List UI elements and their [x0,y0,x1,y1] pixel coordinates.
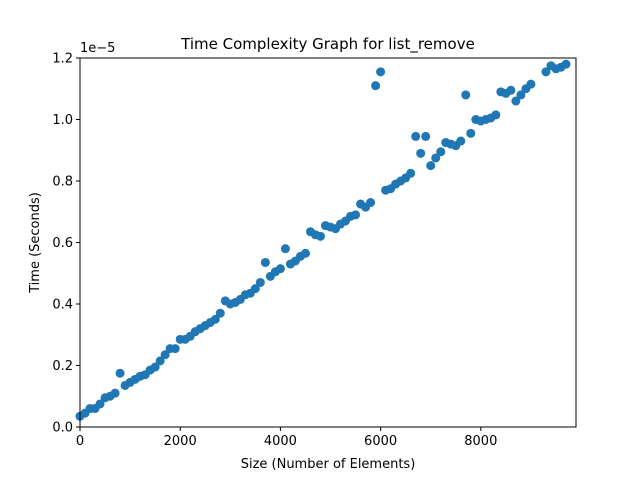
data-point [115,368,125,378]
data-point [456,136,466,146]
data-point [210,314,220,324]
data-point [150,362,160,372]
data-point [255,277,265,287]
data-point [215,308,225,318]
y-offset-label: 1e−5 [80,41,115,56]
data-point [506,85,516,95]
data-point [436,147,446,157]
y-axis-ticks: 0.0 0.2 0.4 0.6 0.8 1.0 1.2 [52,52,80,436]
x-axis-ticks: 0 2000 4000 6000 8000 [76,427,497,449]
data-point [491,110,501,120]
x-tick-label: 8000 [464,434,497,449]
data-point [411,131,421,141]
data-point [516,90,526,100]
data-point [511,96,521,106]
data-point [466,128,476,138]
data-point [95,399,105,409]
data-point [155,356,165,366]
data-points [75,59,571,421]
data-point [371,81,381,91]
data-point [541,67,551,77]
data-point [421,131,431,141]
data-point [250,284,260,294]
y-tick-label: 0.2 [52,359,73,374]
plot-frame [79,57,577,428]
y-tick-label: 0.6 [52,236,73,251]
data-point [431,153,441,163]
data-point [561,59,571,69]
data-point [260,257,270,267]
data-point [416,148,426,158]
y-axis-label: Time (Seconds) [28,192,43,294]
data-point [406,168,416,178]
y-tick-label: 1.2 [52,52,73,67]
y-tick-label: 1.0 [52,113,73,128]
data-point [110,388,120,398]
data-point [366,198,376,208]
data-point [275,264,285,274]
chart-title: Time Complexity Graph for list_remove [180,35,475,54]
data-point [315,231,325,241]
x-tick-label: 0 [76,434,84,449]
y-tick-label: 0.8 [52,175,73,190]
data-point [280,244,290,254]
data-point [351,210,361,220]
data-point [170,344,180,354]
data-point [376,67,386,77]
data-point [526,79,536,89]
x-axis-label: Size (Number of Elements) [241,457,416,472]
data-point [461,90,471,100]
y-tick-label: 0.0 [52,421,73,436]
x-tick-label: 6000 [364,434,397,449]
data-point [300,248,310,258]
x-tick-label: 4000 [264,434,297,449]
x-tick-label: 2000 [164,434,197,449]
data-point [160,350,170,360]
y-tick-label: 0.4 [52,298,73,313]
data-point [426,161,436,171]
